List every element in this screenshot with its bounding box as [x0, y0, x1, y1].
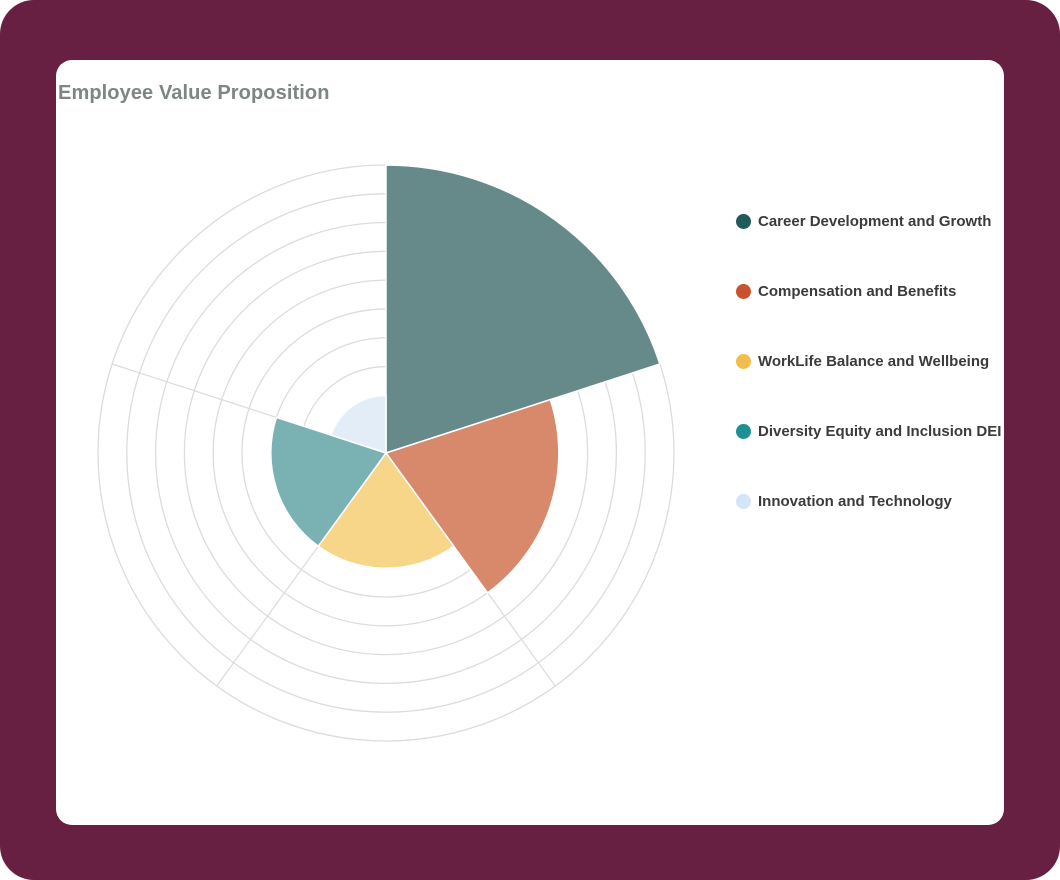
- chart-legend: Career Development and Growth Compensatio…: [736, 210, 1001, 560]
- legend-swatch-icon: [736, 283, 751, 299]
- legend-swatch-icon: [736, 423, 751, 439]
- sector-diversity-equity-and-inclusion-dei: [270, 416, 388, 548]
- legend-label: WorkLife Balance and Wellbeing: [758, 352, 990, 370]
- legend-swatch-icon: [736, 353, 751, 369]
- legend-swatch-icon: [736, 213, 751, 229]
- legend-item[interactable]: Diversity Equity and Inclusion DEI: [736, 420, 1001, 442]
- legend-item[interactable]: WorkLife Balance and Wellbeing: [736, 350, 1001, 372]
- legend-item[interactable]: Innovation and Technology: [736, 490, 1001, 512]
- chart-card: Employee Value Proposition Career Develo…: [56, 60, 1004, 825]
- sector-compensation-and-benefits: [384, 398, 560, 594]
- sector-career-development-and-growth: [385, 164, 661, 455]
- legend-label: Innovation and Technology: [758, 492, 952, 510]
- legend-swatch-icon: [736, 493, 751, 509]
- sector-innovation-and-technology: [330, 394, 387, 455]
- legend-item[interactable]: Compensation and Benefits: [736, 280, 1001, 302]
- legend-item[interactable]: Career Development and Growth: [736, 210, 1001, 232]
- legend-label: Career Development and Growth: [758, 212, 992, 230]
- sector-worklife-balance-and-wellbeing: [317, 451, 455, 569]
- legend-label: Compensation and Benefits: [758, 282, 957, 300]
- polar-area-chart: [97, 164, 675, 742]
- legend-label: Diversity Equity and Inclusion DEI: [758, 422, 1002, 440]
- chart-title: Employee Value Proposition: [58, 82, 330, 104]
